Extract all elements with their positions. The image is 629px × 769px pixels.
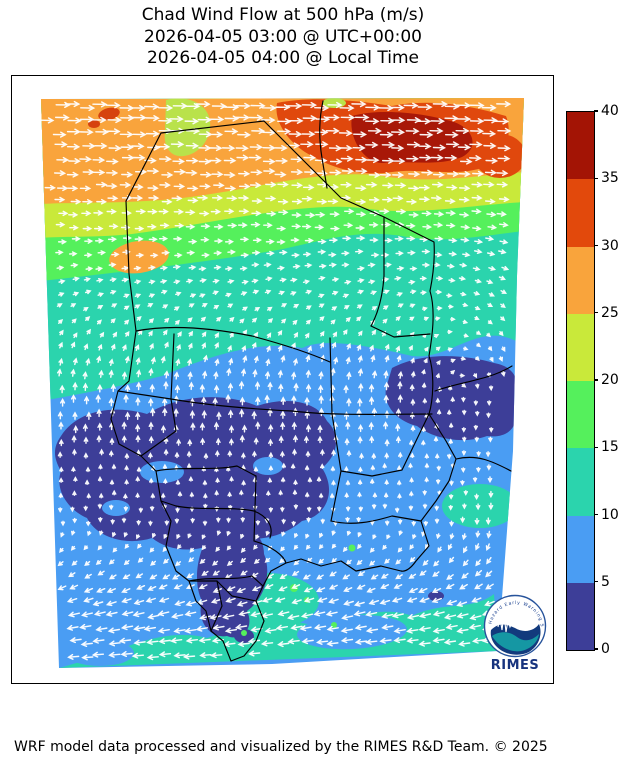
colorbar-tick-30: 30	[594, 238, 619, 254]
colorbar-segment-15-20	[567, 381, 594, 449]
rimes-logo: Hazard Early Warning System RIMES	[480, 589, 547, 673]
colorbar-tick-0: 0	[594, 641, 610, 657]
colorbar-segment-25-30	[567, 246, 594, 314]
title-line-local-time: 2026-04-05 04:00 @ Local Time	[146, 48, 420, 68]
colorbar-segment-10-15	[567, 448, 594, 516]
colorbar-tick-20: 20	[594, 372, 619, 388]
colorbar-tick-35: 35	[594, 170, 619, 186]
logo-wordmark: RIMES	[491, 658, 540, 673]
country-borders	[110, 100, 513, 662]
seismograph-icon	[497, 613, 513, 633]
colorbar-tick-40: 40	[594, 103, 619, 119]
colorbar-segment-30-35	[567, 179, 594, 247]
colorbar-tick-5: 5	[594, 574, 610, 590]
wind-speed-field	[41, 98, 524, 668]
title-line-variable: Chad Wind Flow at 500 hPa (m/s)	[141, 5, 425, 25]
colorbar	[566, 111, 595, 651]
wind-flow-map: Hazard Early Warning System RIMES	[39, 98, 547, 673]
wind-arrow-glyphs	[39, 100, 512, 661]
colorbar-segment-35-40	[567, 112, 594, 180]
colorbar-tick-10: 10	[594, 507, 619, 523]
title-line-utc-time: 2026-04-05 03:00 @ UTC+00:00	[144, 26, 422, 47]
sail-icon	[523, 616, 533, 628]
wind-arrows	[39, 100, 512, 661]
map-plot-frame: Hazard Early Warning System RIMES	[11, 75, 554, 684]
colorbar-ticks: 40 35 30 25 20 15 10 5 0	[594, 103, 628, 657]
plot-title: Chad Wind Flow at 500 hPa (m/s) 2026-04-…	[11, 5, 555, 70]
colorbar-tick-15: 15	[594, 439, 619, 455]
colorbar-segment-0-5	[567, 582, 594, 650]
colorbar-segment-5-10	[567, 515, 594, 583]
colorbar-tick-25: 25	[594, 305, 619, 321]
colorbar-segment-20-25	[567, 313, 594, 381]
footer-credit: WRF model data processed and visualized …	[14, 739, 548, 755]
